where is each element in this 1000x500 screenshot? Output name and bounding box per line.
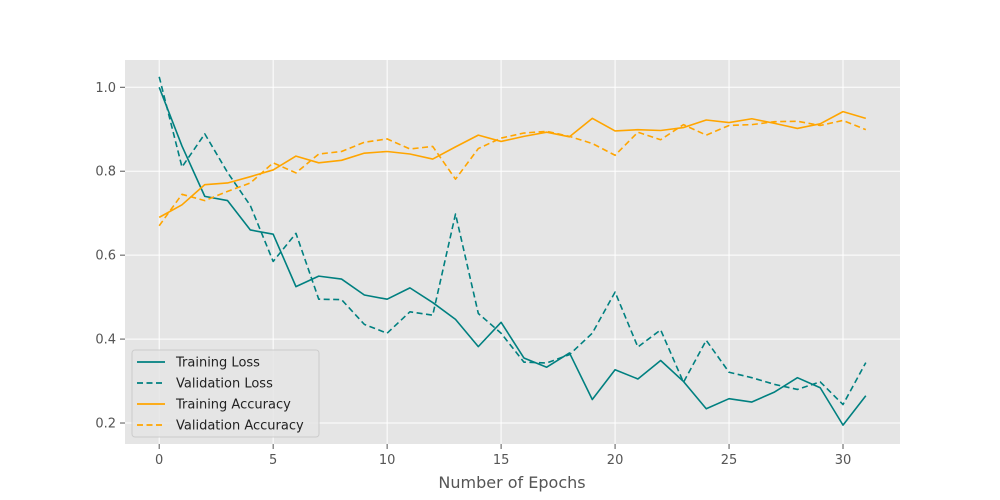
legend: Training Loss Validation Loss Training Acc… [131, 349, 320, 438]
x-tick-label: 10 [379, 453, 396, 468]
series-line-validation-accuracy [158, 119, 867, 227]
x-tick-label: 20 [607, 453, 624, 468]
axis-ticks: 0 5 10 15 20 25 30 0.2 0.4 0.6 0.8 1.0 [95, 81, 851, 468]
legend-label: Training Loss [175, 356, 260, 371]
x-tick-label: 5 [269, 453, 277, 468]
y-tick-label: 0.6 [95, 249, 116, 264]
legend-box [131, 349, 320, 438]
x-axis-label: Number of Epochs [438, 473, 585, 492]
series-line-validation-loss [158, 76, 867, 406]
legend-label: Validation Loss [176, 377, 273, 392]
legend-label: Training Accuracy [175, 398, 291, 413]
y-tick-label: 0.2 [95, 417, 116, 432]
x-tick-label: 30 [835, 453, 852, 468]
x-tick-label: 25 [721, 453, 738, 468]
x-tick-label: 0 [155, 453, 163, 468]
y-tick-label: 1.0 [95, 81, 116, 96]
legend-label: Validation Accuracy [176, 419, 304, 434]
series-line-training-accuracy [158, 110, 867, 219]
series-line-training-loss [158, 86, 867, 426]
y-tick-label: 0.4 [95, 333, 116, 348]
x-tick-label: 15 [493, 453, 510, 468]
series-lines [158, 76, 867, 426]
y-tick-label: 0.8 [95, 165, 116, 180]
